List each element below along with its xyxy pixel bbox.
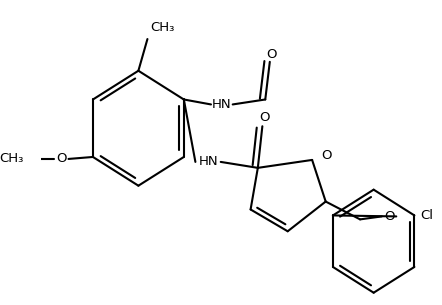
- Text: Cl: Cl: [420, 209, 433, 222]
- Text: O: O: [267, 48, 277, 61]
- Text: O: O: [384, 210, 394, 223]
- Text: O: O: [259, 111, 270, 124]
- Text: HN: HN: [212, 98, 232, 111]
- Text: HN: HN: [198, 156, 218, 168]
- Text: O: O: [56, 152, 66, 165]
- Text: O: O: [321, 149, 332, 163]
- Text: CH₃: CH₃: [150, 21, 175, 34]
- Text: CH₃: CH₃: [0, 152, 23, 165]
